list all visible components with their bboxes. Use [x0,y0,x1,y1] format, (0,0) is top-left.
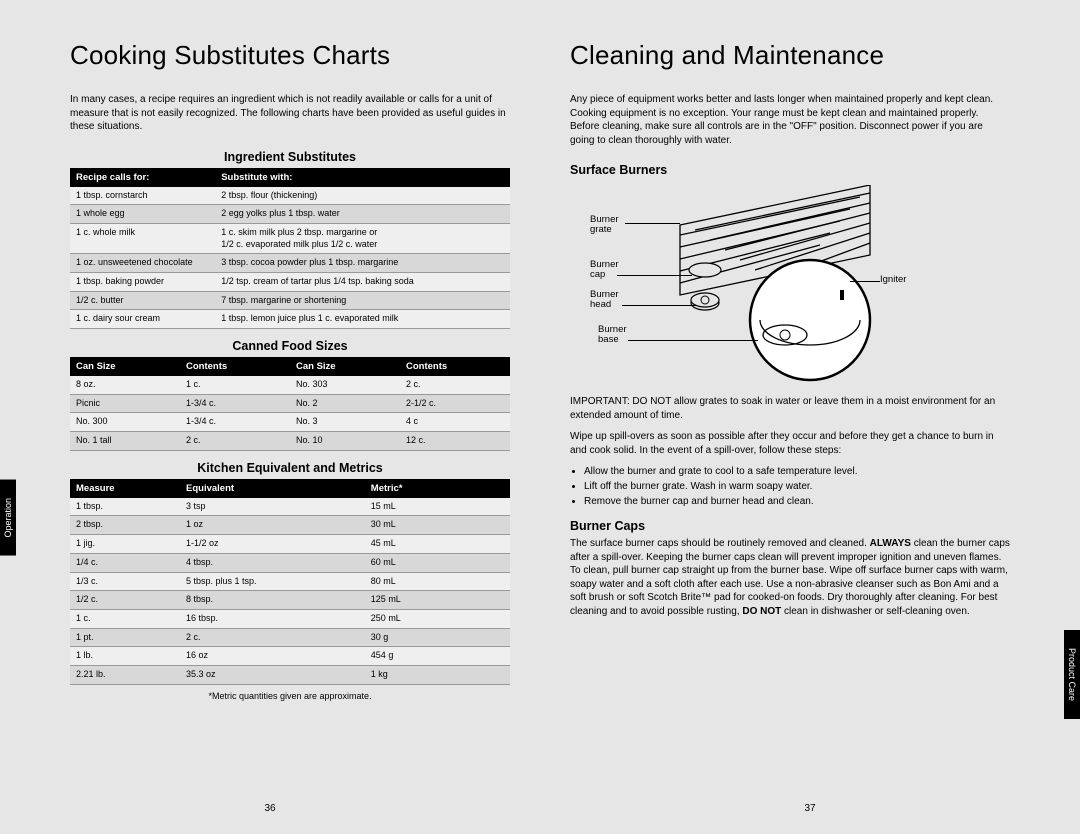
page-num-right: 37 [804,803,815,814]
list-item: Allow the burner and grate to cool to a … [584,465,1010,479]
subhead-canned: Canned Food Sizes [70,339,510,353]
table-row: 1 tbsp. cornstarch2 tbsp. flour (thicken… [70,187,510,205]
footnote-metrics: *Metric quantities given are approximate… [70,691,510,701]
table-canned: Can SizeContentsCan SizeContents 8 oz.1 … [70,357,510,451]
label-base: Burner base [598,325,627,346]
caps-donot: DO NOT [742,606,781,617]
col-header: Can Size [290,357,400,376]
table-row: 1 oz. unsweetened chocolate3 tbsp. cocoa… [70,254,510,273]
label-igniter: Igniter [880,275,906,285]
label-grate: Burner grate [590,215,619,236]
spillover-steps: Allow the burner and grate to cool to a … [570,465,1010,509]
burner-caps-text: The surface burner caps should be routin… [570,537,1010,618]
col-header: Can Size [70,357,180,376]
intro-left: In many cases, a recipe requires an ingr… [70,93,510,134]
table-row: Picnic1-3/4 c.No. 22-1/2 c. [70,394,510,413]
col-header: Equivalent [180,479,365,498]
table-row: 1/2 c.8 tbsp.125 mL [70,591,510,610]
page-right: Cleaning and Maintenance Any piece of eq… [570,40,1010,701]
subhead-surface-burners: Surface Burners [570,163,1010,177]
table-substitutes: Recipe calls for:Substitute with: 1 tbsp… [70,168,510,330]
col-header: Substitute with: [215,168,510,187]
page-title-right: Cleaning and Maintenance [570,40,1010,71]
col-header: Contents [180,357,290,376]
table-row: 2 tbsp.1 oz30 mL [70,516,510,535]
table-row: 1 c. whole milk1 c. skim milk plus 2 tbs… [70,223,510,253]
burner-diagram: Burner grate Burner cap Burner head Burn… [570,185,1010,385]
table-row: 1 c. dairy sour cream1 tbsp. lemon juice… [70,310,510,329]
subhead-substitutes: Ingredient Substitutes [70,150,510,164]
side-tab-operation: Operation [0,480,16,556]
caps-t3: clean in dishwasher or self-cleaning ove… [781,606,969,617]
table-row: No. 3001-3/4 c.No. 34 c [70,413,510,432]
table-row: 1 whole egg2 egg yolks plus 1 tbsp. wate… [70,205,510,224]
subhead-metrics: Kitchen Equivalent and Metrics [70,461,510,475]
list-item: Remove the burner cap and burner head an… [584,495,1010,509]
page-num-left: 36 [264,803,275,814]
col-header: Recipe calls for: [70,168,215,187]
page-title-left: Cooking Substitutes Charts [70,40,510,71]
table-row: No. 1 tall2 c.No. 1012 c. [70,432,510,451]
subhead-burner-caps: Burner Caps [570,519,1010,533]
col-header: Measure [70,479,180,498]
table-row: 1/3 c.5 tbsp. plus 1 tsp.80 mL [70,572,510,591]
col-header: Contents [400,357,510,376]
table-row: 1 pt.2 c.30 g [70,628,510,647]
table-row: 1/2 c. butter7 tbsp. margarine or shorte… [70,291,510,310]
side-tab-product-care: Product Care [1064,630,1080,719]
caps-always: ALWAYS [870,538,911,549]
table-row: 8 oz.1 c.No. 3032 c. [70,376,510,394]
spillover-intro: Wipe up spill-overs as soon as possible … [570,430,1010,457]
page-left: Cooking Substitutes Charts In many cases… [70,40,510,701]
table-row: 1 jig.1-1/2 oz45 mL [70,535,510,554]
page-spread: Cooking Substitutes Charts In many cases… [0,0,1080,721]
col-header: Metric* [365,479,510,498]
label-cap: Burner cap [590,260,619,281]
intro-right: Any piece of equipment works better and … [570,93,1010,147]
list-item: Lift off the burner grate. Wash in warm … [584,480,1010,494]
table-metrics: MeasureEquivalentMetric* 1 tbsp.3 tsp15 … [70,479,510,685]
caps-t1: The surface burner caps should be routin… [570,538,870,549]
warning-text: IMPORTANT: DO NOT allow grates to soak i… [570,395,1010,422]
page-numbers: 36 37 [0,803,1080,814]
table-row: 1 lb.16 oz454 g [70,647,510,666]
label-head: Burner head [590,290,619,311]
table-row: 1 tbsp.3 tsp15 mL [70,498,510,516]
table-row: 1 c.16 tbsp.250 mL [70,609,510,628]
table-row: 2.21 lb.35.3 oz1 kg [70,665,510,684]
table-row: 1 tbsp. baking powder1/2 tsp. cream of t… [70,272,510,291]
burner-svg [570,185,1010,385]
table-row: 1/4 c.4 tbsp.60 mL [70,553,510,572]
